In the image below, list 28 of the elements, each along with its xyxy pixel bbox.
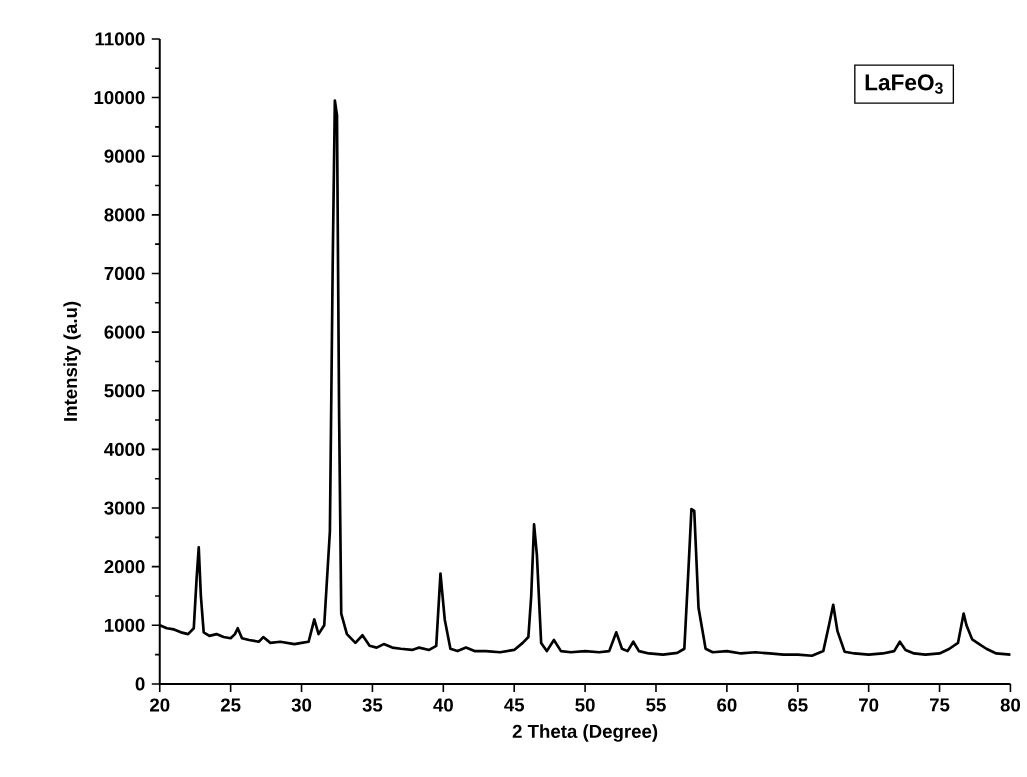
x-tick-label: 20	[150, 698, 170, 712]
x-tick-label: 80	[1000, 698, 1021, 712]
y-tick-label: 5000	[104, 384, 145, 398]
y-tick-label: 6000	[104, 325, 145, 339]
x-tick-label: 35	[362, 698, 383, 712]
x-tick-label: 25	[220, 698, 241, 712]
y-tick-label: 8000	[104, 208, 145, 222]
x-tick-label: 60	[717, 698, 737, 712]
y-tick-label: 11000	[95, 32, 145, 46]
x-tick-label: 55	[646, 698, 666, 712]
y-axis-title: Intensity (a.u)	[63, 301, 81, 421]
x-tick-label: 75	[929, 698, 950, 712]
y-tick-label: 7000	[104, 266, 145, 281]
x-tick-label: 30	[291, 698, 312, 712]
x-tick-label: 45	[504, 698, 525, 712]
y-tick-label: 3000	[104, 501, 145, 515]
x-tick-label: 70	[859, 698, 879, 712]
y-tick-label: 10000	[94, 91, 145, 105]
x-axis-title: 2 Theta (Degree)	[512, 724, 658, 742]
annotation: LaFeO$_{3}$	[865, 74, 943, 94]
y-tick-label: 9000	[104, 149, 145, 163]
y-tick-label: 4000	[104, 442, 145, 457]
y-tick-label: 0	[135, 677, 145, 691]
y-tick-label: 2000	[104, 560, 145, 574]
y-tick-label: 1000	[104, 618, 145, 632]
x-tick-label: 50	[575, 698, 595, 712]
x-tick-label: 40	[433, 698, 453, 712]
x-tick-label: 65	[788, 698, 808, 712]
